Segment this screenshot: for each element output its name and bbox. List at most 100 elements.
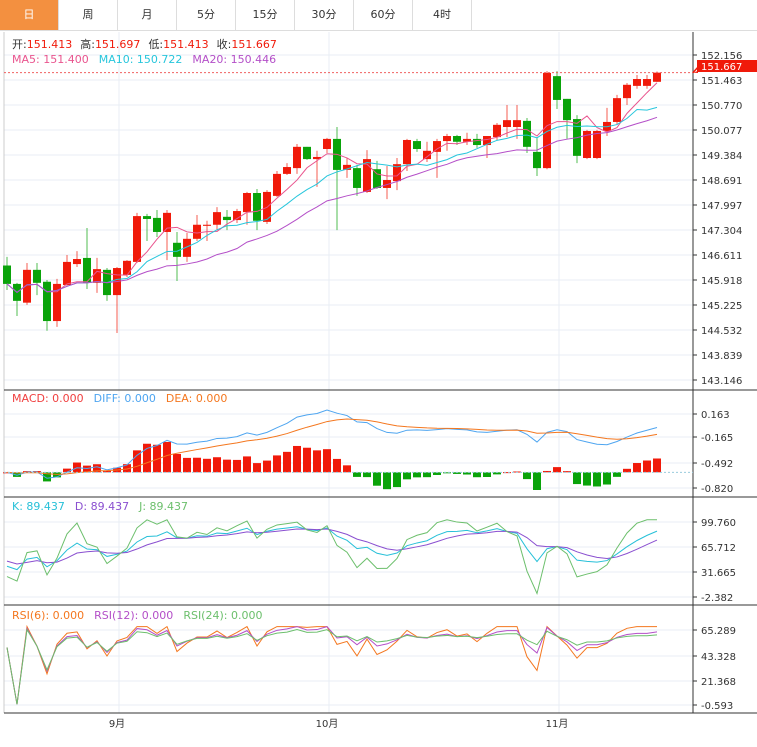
macd-bar bbox=[633, 463, 641, 473]
ohlc-label: 收: bbox=[216, 38, 232, 51]
candle bbox=[633, 75, 641, 89]
macd-bar bbox=[423, 472, 431, 478]
macd-bar bbox=[573, 472, 581, 485]
candle bbox=[33, 262, 41, 296]
macd-bar bbox=[173, 453, 181, 473]
tab-3[interactable]: 5分 bbox=[177, 0, 236, 30]
axis-tick-label: 65.712 bbox=[701, 543, 736, 554]
ohlc-value: 151.697 bbox=[94, 38, 141, 51]
candle bbox=[363, 150, 371, 194]
candle-body bbox=[273, 173, 281, 196]
tab-5[interactable]: 30分 bbox=[295, 0, 354, 30]
candle bbox=[153, 209, 161, 238]
candle bbox=[13, 282, 21, 317]
macd-bar bbox=[433, 472, 441, 475]
candle bbox=[563, 98, 571, 139]
candle-body bbox=[213, 212, 221, 225]
macd-bar bbox=[343, 465, 351, 473]
candle bbox=[53, 278, 61, 327]
macd-bar bbox=[323, 449, 331, 473]
macd-bar bbox=[163, 441, 171, 473]
macd-legend-item-1: DIFF: 0.000 bbox=[93, 392, 156, 405]
ma-legend: MA5: 151.400 MA10: 150.722 MA20: 150.446 bbox=[12, 53, 286, 66]
macd-bar bbox=[543, 470, 551, 473]
candle-body bbox=[523, 120, 531, 147]
candle bbox=[543, 71, 551, 170]
candle bbox=[293, 143, 301, 174]
candle bbox=[433, 138, 441, 178]
tab-4[interactable]: 15分 bbox=[236, 0, 295, 30]
candle-body bbox=[283, 167, 291, 174]
macd-bar bbox=[303, 447, 311, 473]
candle bbox=[653, 71, 661, 82]
macd-bar bbox=[63, 468, 71, 473]
candle-body bbox=[243, 193, 251, 213]
ohlc-value: 151.413 bbox=[26, 38, 73, 51]
candle bbox=[513, 104, 521, 139]
ma5-line bbox=[6, 82, 658, 294]
rsi6-line bbox=[6, 624, 657, 705]
candle-body bbox=[163, 212, 171, 232]
candle-body bbox=[533, 151, 541, 169]
macd-bar bbox=[263, 460, 271, 473]
tab-1[interactable]: 周 bbox=[59, 0, 118, 30]
candle-body bbox=[583, 130, 591, 159]
macd-bar bbox=[363, 472, 371, 478]
candle bbox=[213, 207, 221, 231]
candle bbox=[273, 171, 281, 197]
macd-bar bbox=[523, 472, 531, 480]
candle-body bbox=[193, 224, 201, 239]
tab-7[interactable]: 4时 bbox=[413, 0, 472, 30]
macd-bar bbox=[183, 457, 191, 473]
last-price-label: 151.667 bbox=[701, 62, 742, 73]
kdj-legend: K: 89.437 D: 89.437 J: 89.437 bbox=[12, 500, 198, 513]
axis-tick-label: 144.532 bbox=[701, 326, 742, 337]
tab-0[interactable]: 日 bbox=[0, 0, 59, 30]
candle bbox=[283, 163, 291, 175]
candle bbox=[233, 208, 241, 223]
candle bbox=[413, 138, 421, 152]
period-tabs: 日周月 5分 15分 30分 60分 4时 bbox=[0, 0, 757, 31]
last-price-pointer bbox=[693, 71, 698, 73]
candle bbox=[203, 220, 211, 241]
macd-legend-item-2: DEA: 0.000 bbox=[165, 392, 228, 405]
candle bbox=[423, 141, 431, 162]
axis-tick-label: 151.463 bbox=[701, 76, 742, 87]
ohlc-legend: 开:151.413 高:151.697 低:151.413 收:151.667 bbox=[12, 38, 285, 51]
kdj-legend-item-1: D: 89.437 bbox=[74, 500, 130, 513]
tab-2[interactable]: 月 bbox=[118, 0, 177, 30]
macd-bar bbox=[273, 455, 281, 473]
d-line bbox=[6, 528, 658, 565]
rsi-legend: RSI(6): 0.000 RSI(12): 0.000 RSI(24): 0.00… bbox=[12, 609, 272, 622]
candle-body bbox=[343, 164, 351, 170]
axis-tick-label: 146.611 bbox=[701, 251, 742, 262]
macd-bar bbox=[13, 472, 21, 477]
macd-legend-item-0: MACD: 0.000 bbox=[12, 392, 84, 405]
axis-tick-label: 43.328 bbox=[701, 652, 736, 663]
macd-bar bbox=[563, 471, 571, 473]
candle bbox=[593, 129, 601, 160]
macd-bar bbox=[493, 472, 501, 475]
candle-body bbox=[453, 136, 461, 142]
macd-bar bbox=[213, 457, 221, 473]
j-line bbox=[6, 519, 657, 595]
axis-tick-label: -0.492 bbox=[701, 459, 733, 470]
axis-tick-label: 143.839 bbox=[701, 351, 742, 362]
candle bbox=[303, 146, 311, 160]
candle-body bbox=[73, 259, 81, 265]
candle-body bbox=[23, 269, 31, 303]
candle-body bbox=[393, 164, 401, 182]
tab-6[interactable]: 60分 bbox=[354, 0, 413, 30]
candle-body bbox=[433, 141, 441, 152]
macd-bar bbox=[43, 472, 51, 482]
candle-body bbox=[443, 136, 451, 142]
macd-bar bbox=[383, 472, 391, 490]
candle bbox=[643, 75, 651, 89]
candle-body bbox=[173, 242, 181, 257]
candle bbox=[503, 104, 511, 138]
candle-body bbox=[653, 72, 661, 82]
macd-bar bbox=[233, 459, 241, 473]
macd-bar bbox=[203, 458, 211, 473]
macd-bar bbox=[353, 472, 361, 477]
